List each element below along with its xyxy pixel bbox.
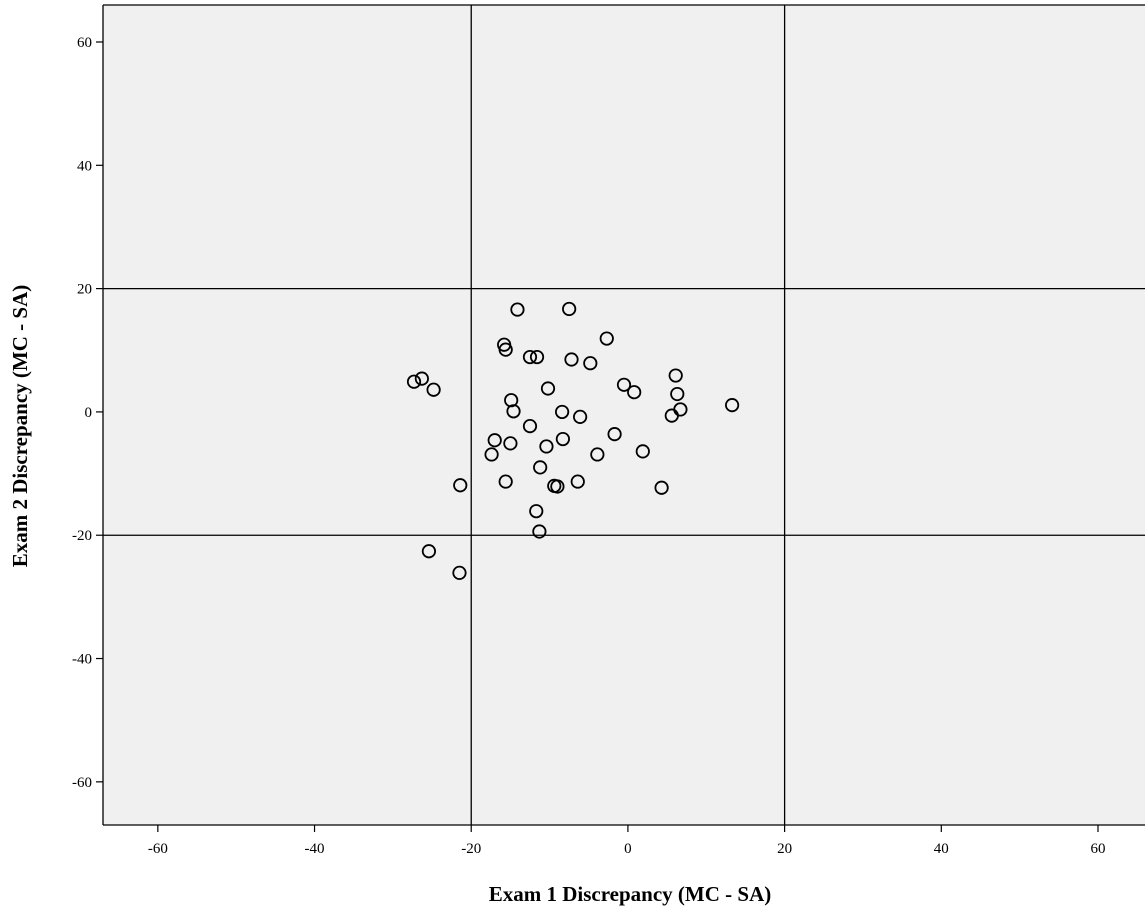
x-tick-label: -40 xyxy=(305,841,325,857)
plot-area xyxy=(103,5,1145,825)
data-point xyxy=(426,382,441,397)
x-tick-label: -20 xyxy=(461,841,481,857)
data-point xyxy=(725,398,740,413)
data-point xyxy=(540,381,556,396)
data-point xyxy=(555,404,570,420)
data-point xyxy=(555,431,570,447)
data-point xyxy=(583,356,598,371)
y-tick-label: 40 xyxy=(77,158,92,174)
x-tick-label: 60 xyxy=(1090,841,1105,857)
y-tick-label: 0 xyxy=(85,405,93,421)
data-point xyxy=(550,479,565,494)
x-tick-label: 0 xyxy=(624,841,632,857)
reference-lines xyxy=(103,5,1145,825)
data-point xyxy=(599,331,614,346)
data-point xyxy=(533,460,548,475)
data-point xyxy=(452,565,467,580)
y-tick-label: 60 xyxy=(77,35,92,51)
y-tick-label: -60 xyxy=(72,775,92,791)
data-point xyxy=(627,385,642,400)
data-point xyxy=(487,433,502,448)
data-point xyxy=(590,447,605,462)
data-point xyxy=(562,301,577,317)
data-point xyxy=(414,371,429,386)
data-point xyxy=(539,439,554,454)
data-point xyxy=(529,349,545,365)
data-point xyxy=(570,474,585,489)
data-point xyxy=(532,524,547,539)
data-point xyxy=(503,436,518,451)
data-point xyxy=(668,368,683,383)
data-point xyxy=(510,302,525,317)
data-points xyxy=(406,301,740,580)
x-axis-label: Exam 1 Discrepancy (MC - SA) xyxy=(489,882,772,906)
data-point xyxy=(670,386,685,402)
data-point xyxy=(498,342,513,357)
axes xyxy=(102,4,1145,826)
tick-marks: -60 -40 -20 0 20 40 60 -60 -40 -20 0 20 40 60 xyxy=(72,35,1105,857)
y-axis-label: Exam 2 Discrepancy (MC - SA) xyxy=(8,285,32,568)
data-point xyxy=(616,377,632,392)
data-point xyxy=(564,352,579,367)
data-point xyxy=(506,404,521,419)
y-tick-label: -20 xyxy=(72,528,92,544)
y-tick-label: -40 xyxy=(72,652,92,668)
x-tick-label: 40 xyxy=(934,841,949,857)
data-point xyxy=(406,374,422,389)
data-point xyxy=(607,427,622,442)
x-tick-label: 20 xyxy=(777,841,792,857)
x-tick-label: -60 xyxy=(148,841,168,857)
data-point xyxy=(484,447,499,462)
data-point xyxy=(654,480,669,495)
data-point xyxy=(573,409,588,424)
data-point xyxy=(522,418,538,434)
data-point xyxy=(664,408,679,423)
data-point xyxy=(529,504,544,519)
data-point xyxy=(498,474,513,489)
data-point xyxy=(522,349,538,365)
data-point xyxy=(421,544,437,559)
y-tick-label: 20 xyxy=(77,282,92,298)
data-point xyxy=(453,478,468,493)
data-point xyxy=(635,444,650,459)
